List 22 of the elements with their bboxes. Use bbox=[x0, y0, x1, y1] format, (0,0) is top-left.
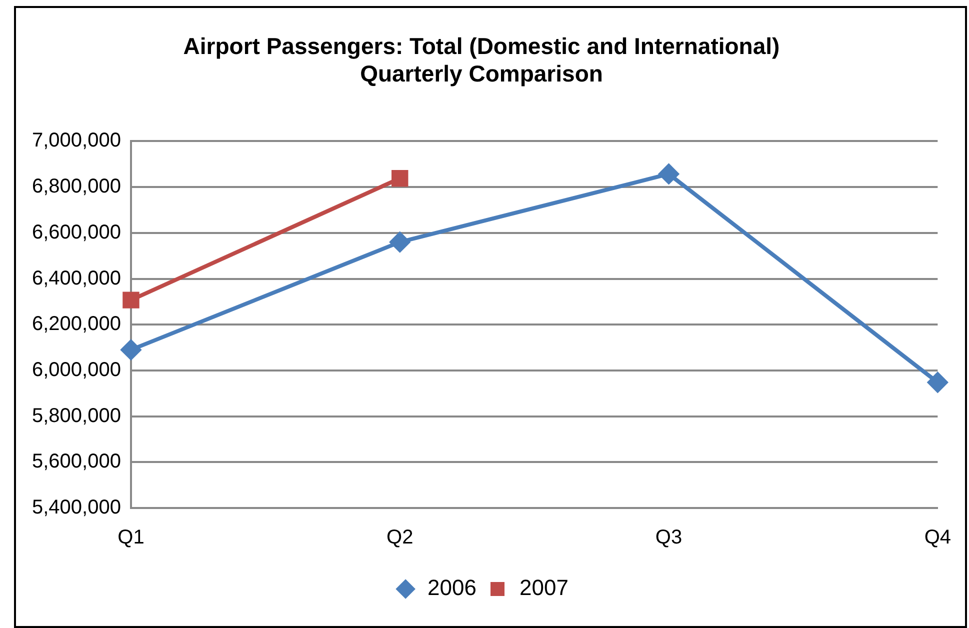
x-tick-label: Q4 bbox=[924, 526, 952, 549]
legend-label: 2007 bbox=[520, 575, 568, 600]
point bbox=[658, 164, 679, 184]
y-tick-label: 7,000,000 bbox=[32, 130, 121, 152]
x-tick-label: Q1 bbox=[118, 526, 144, 549]
y-tick-label: 6,400,000 bbox=[32, 267, 121, 290]
x-tick-label: Q2 bbox=[386, 526, 414, 549]
x-tick-label: Q3 bbox=[655, 526, 682, 549]
y-tick-label: 5,400,000 bbox=[32, 496, 121, 519]
y-tick-label: 5,800,000 bbox=[32, 404, 121, 427]
point bbox=[928, 372, 948, 392]
y-tick-label: 5,600,000 bbox=[32, 450, 121, 473]
chart-title: Airport Passengers: Total (Domestic and International) Quarterly Comparison bbox=[183, 33, 780, 87]
y-tick-label: 6,600,000 bbox=[32, 221, 121, 244]
y-tick-label: 6,000,000 bbox=[32, 358, 121, 381]
point bbox=[392, 170, 408, 187]
y-tick-label: 6,200,000 bbox=[32, 313, 121, 336]
point bbox=[122, 292, 140, 308]
legend-label: 2006 bbox=[428, 575, 477, 600]
y-tick-label: 6,800,000 bbox=[32, 176, 121, 198]
point bbox=[120, 340, 141, 360]
point bbox=[390, 232, 410, 252]
